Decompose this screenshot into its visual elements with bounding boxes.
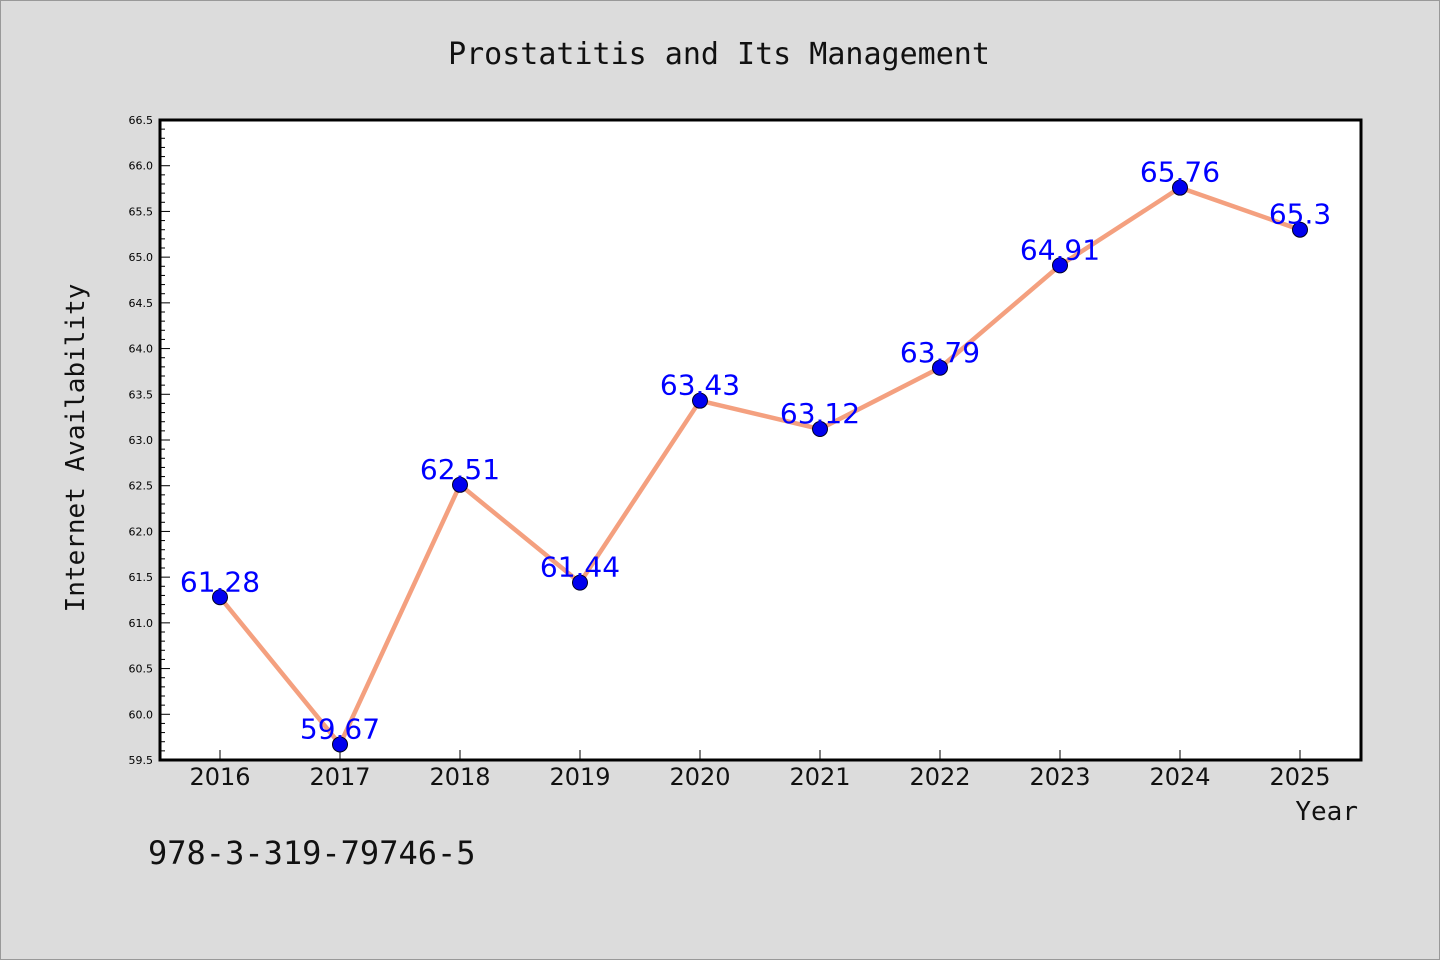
y-tick-label: 61.0	[129, 617, 154, 630]
data-point	[332, 736, 348, 753]
data-label: 63.12	[780, 397, 860, 430]
x-tick-label: 2024	[1149, 763, 1210, 791]
x-tick-label: 2022	[909, 763, 970, 791]
chart-title: Prostatitis and Its Management	[448, 37, 990, 72]
y-tick-label: 64.5	[129, 297, 154, 310]
x-axis-label: Year	[1295, 797, 1358, 827]
y-tick-label: 63.0	[129, 434, 154, 447]
y-tick-label: 62.0	[129, 525, 154, 538]
y-tick-label: 60.5	[129, 663, 154, 676]
y-tick-label: 59.5	[129, 754, 154, 767]
data-label: 62.51	[420, 453, 500, 486]
data-label: 61.44	[540, 551, 620, 584]
data-label: 59.67	[300, 712, 380, 745]
plot-area	[160, 120, 1361, 760]
data-label: 63.43	[660, 369, 740, 402]
plot-border	[158, 118, 1363, 762]
data-point	[452, 476, 468, 493]
data-point	[1172, 179, 1188, 196]
y-tick-label: 63.5	[129, 388, 154, 401]
y-tick-label: 64.0	[129, 343, 154, 356]
data-label: 65.3	[1269, 198, 1331, 231]
footnote: 978-3-319-79746-5	[148, 834, 476, 872]
x-tick-label: 2023	[1029, 763, 1090, 791]
data-point	[812, 421, 828, 438]
x-tick-label: 2016	[189, 763, 250, 791]
series-line	[217, 185, 1303, 747]
y-axis-tick-labels: 59.5 60.0 60.5 61.0 61.5 62.0 62.5 63.0 63.5 64.0…	[129, 114, 154, 767]
x-tick-label: 2025	[1269, 763, 1330, 791]
data-point	[692, 392, 708, 409]
data-point	[932, 359, 948, 376]
y-tick-label: 66.0	[129, 160, 154, 173]
data-label: 63.79	[900, 336, 980, 369]
data-label: 65.76	[1140, 156, 1220, 189]
y-tick-label: 60.0	[129, 708, 154, 721]
data-point	[212, 589, 228, 606]
x-tick-label: 2018	[429, 763, 490, 791]
x-tick-label: 2019	[549, 763, 610, 791]
x-tick-label: 2020	[669, 763, 730, 791]
y-tick-label: 65.0	[129, 251, 154, 264]
y-tick-label: 65.5	[129, 205, 154, 218]
data-label: 64.91	[1020, 233, 1100, 266]
y-axis-label: Internet Availability	[61, 284, 91, 613]
data-label: 61.28	[180, 565, 260, 598]
y-tick-label: 61.5	[129, 571, 154, 584]
series-markers	[212, 179, 1308, 753]
x-tick-label: 2017	[309, 763, 370, 791]
y-tick-label: 62.5	[129, 480, 154, 493]
data-labels: 61.28 59.67 62.51 61.44 63.43 63.12 63.79 64.91…	[180, 156, 1331, 746]
data-point	[1052, 257, 1068, 274]
data-point	[1292, 221, 1308, 238]
data-point	[572, 574, 588, 591]
x-tick-label: 2021	[789, 763, 850, 791]
x-axis-tick-labels: 2016 2017 2018 2019 2020 2021 2022 2023 2024 2025	[189, 763, 1330, 791]
y-tick-label: 66.5	[129, 114, 154, 127]
